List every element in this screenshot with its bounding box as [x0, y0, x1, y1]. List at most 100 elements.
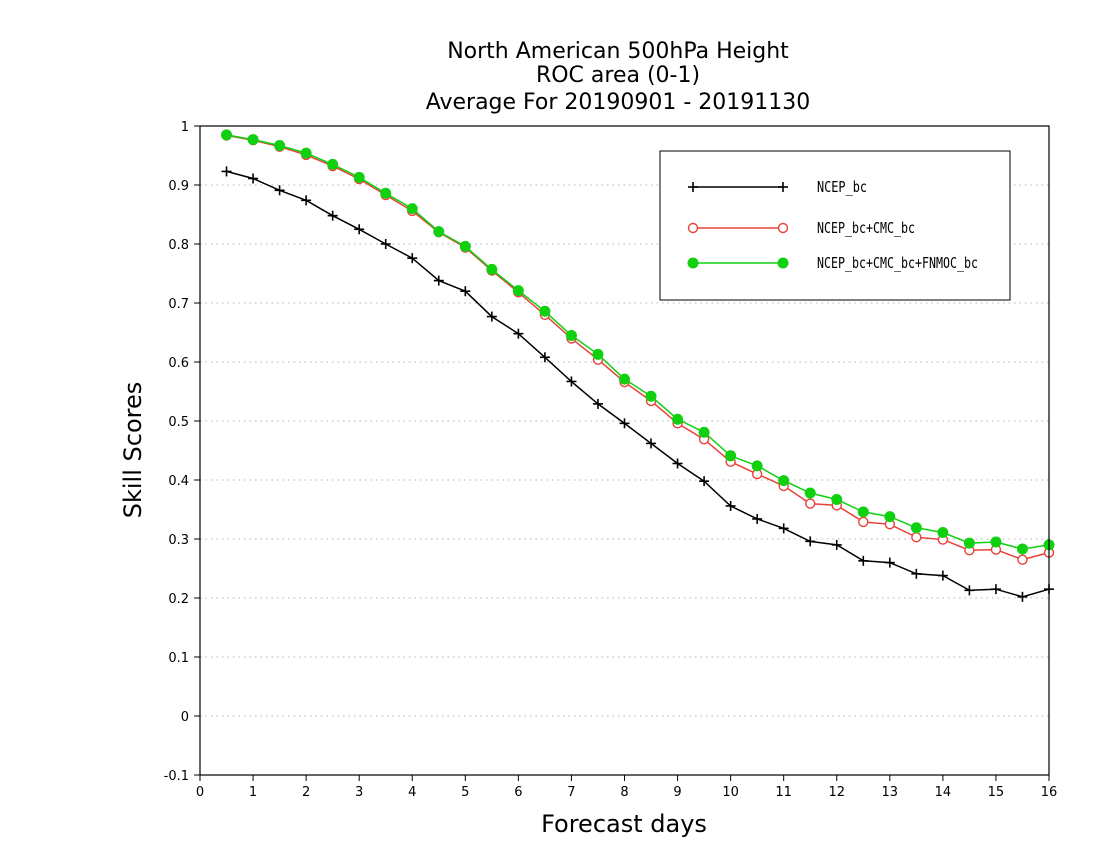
- data-point: [619, 373, 630, 385]
- legend: NCEP_bc NCEP_bc+CMC_bc NCEP_bc+CMC_bc+FNMO…: [659, 150, 1011, 301]
- y-tick-label: 0.1: [168, 651, 189, 666]
- data-point: [964, 585, 975, 596]
- y-tick-label: -0.1: [164, 769, 189, 784]
- x-tick-label: 2: [302, 785, 310, 800]
- data-point: [327, 158, 339, 170]
- data-point: [274, 139, 286, 151]
- data-point: [990, 584, 1001, 595]
- x-tick-label: 10: [722, 785, 739, 800]
- legend-marker: [687, 257, 699, 269]
- data-point: [248, 173, 259, 184]
- data-point: [327, 210, 338, 221]
- data-point: [354, 224, 365, 235]
- legend-marker: [778, 182, 788, 192]
- y-axis-ticks: -0.1 0 0.1 0.2 0.3 0.4 0.5 0.6 0.7 0.8 0.9 1: [164, 120, 200, 784]
- data-point: [778, 475, 790, 487]
- data-point: [778, 523, 789, 534]
- data-point: [857, 506, 869, 518]
- data-point: [858, 516, 869, 528]
- data-point: [858, 555, 869, 566]
- y-tick-label: 0.7: [168, 297, 189, 312]
- data-point: [805, 498, 816, 509]
- data-point: [301, 195, 312, 206]
- x-tick-label: 11: [775, 785, 792, 800]
- x-tick-label: 0: [196, 785, 204, 800]
- data-point: [672, 458, 683, 469]
- x-tick-label: 15: [988, 785, 1005, 800]
- legend-marker: [777, 222, 789, 234]
- data-point: [831, 493, 843, 505]
- data-point: [884, 557, 895, 568]
- data-point: [672, 413, 684, 425]
- data-point: [592, 398, 603, 409]
- chart-title-line-1: North American 500hPa Height: [447, 39, 789, 64]
- x-tick-label: 3: [355, 785, 363, 800]
- data-point: [406, 203, 418, 215]
- data-point: [300, 147, 312, 159]
- x-tick-label: 7: [567, 785, 575, 800]
- data-point: [725, 500, 736, 511]
- data-point: [645, 390, 657, 402]
- data-point: [910, 522, 922, 534]
- data-point: [433, 226, 445, 238]
- data-point: [247, 134, 259, 146]
- x-tick-label: 16: [1041, 785, 1058, 800]
- series-2: [221, 129, 1055, 555]
- data-point: [592, 348, 604, 360]
- x-tick-label: 6: [514, 785, 522, 800]
- legend-marker: [777, 257, 789, 269]
- legend-box: [659, 150, 1011, 301]
- series-0: [221, 166, 1054, 602]
- y-tick-label: 0.9: [168, 179, 189, 194]
- data-point: [433, 275, 444, 286]
- data-point: [752, 513, 763, 524]
- data-point: [699, 476, 710, 487]
- y-tick-label: 0.3: [168, 533, 189, 548]
- data-point: [937, 527, 949, 539]
- data-point: [380, 187, 392, 199]
- data-point: [1017, 591, 1028, 602]
- data-point: [460, 286, 471, 297]
- x-tick-label: 8: [620, 785, 628, 800]
- data-point: [646, 438, 657, 449]
- x-tick-label: 1: [249, 785, 257, 800]
- data-point: [804, 487, 816, 499]
- data-point: [353, 171, 365, 183]
- data-point: [805, 536, 816, 547]
- data-point: [274, 185, 285, 196]
- legend-label: NCEP_bc: [817, 178, 867, 196]
- data-point: [751, 460, 763, 472]
- x-tick-label: 12: [828, 785, 845, 800]
- y-tick-label: 0.5: [168, 415, 189, 430]
- data-point: [407, 253, 418, 264]
- data-point: [380, 239, 391, 249]
- y-tick-label: 0.6: [168, 356, 189, 371]
- data-point: [1017, 554, 1028, 565]
- data-point: [539, 352, 550, 363]
- x-tick-label: 5: [461, 785, 469, 800]
- legend-marker: [688, 182, 698, 192]
- series-layer: [221, 129, 1055, 602]
- data-point: [539, 305, 551, 317]
- chart-title-line-3: Average For 20190901 - 20191130: [426, 90, 811, 115]
- data-point: [911, 568, 922, 579]
- x-tick-label: 13: [882, 785, 899, 800]
- data-point: [698, 426, 710, 438]
- data-point: [566, 376, 577, 387]
- data-point: [619, 418, 630, 429]
- x-tick-label: 14: [935, 785, 952, 800]
- x-axis-ticks: 0 1 2 3 4 5 6 7 8 9 10 11 12 13 14 15 16: [196, 775, 1057, 800]
- chart-title-line-2: ROC area (0-1): [536, 63, 700, 88]
- data-point: [1016, 543, 1028, 555]
- legend-marker: [687, 222, 699, 234]
- data-point: [725, 450, 737, 462]
- data-point: [459, 240, 471, 252]
- data-point: [937, 570, 948, 581]
- data-point: [990, 536, 1002, 548]
- chart-title: North American 500hPa Height ROC area (0…: [426, 39, 811, 115]
- x-tick-label: 4: [408, 785, 416, 800]
- y-tick-label: 0.2: [168, 592, 189, 607]
- y-axis-title: Skill Scores: [119, 382, 147, 519]
- y-tick-label: 1: [181, 120, 189, 135]
- data-point: [486, 263, 498, 275]
